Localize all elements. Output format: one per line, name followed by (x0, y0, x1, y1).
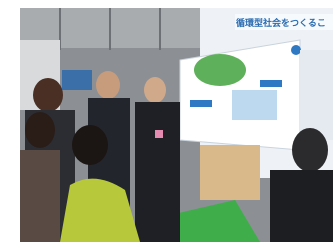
diagram-box (232, 90, 277, 120)
diagram-island (194, 54, 246, 86)
sign-text: 循環型社会をつくるこ (236, 17, 326, 29)
wooden-stand (200, 145, 260, 200)
screen (62, 70, 92, 90)
photo: 循環型社会をつくるこ (0, 0, 335, 248)
scene: 循環型社会をつくるこ (20, 8, 333, 242)
